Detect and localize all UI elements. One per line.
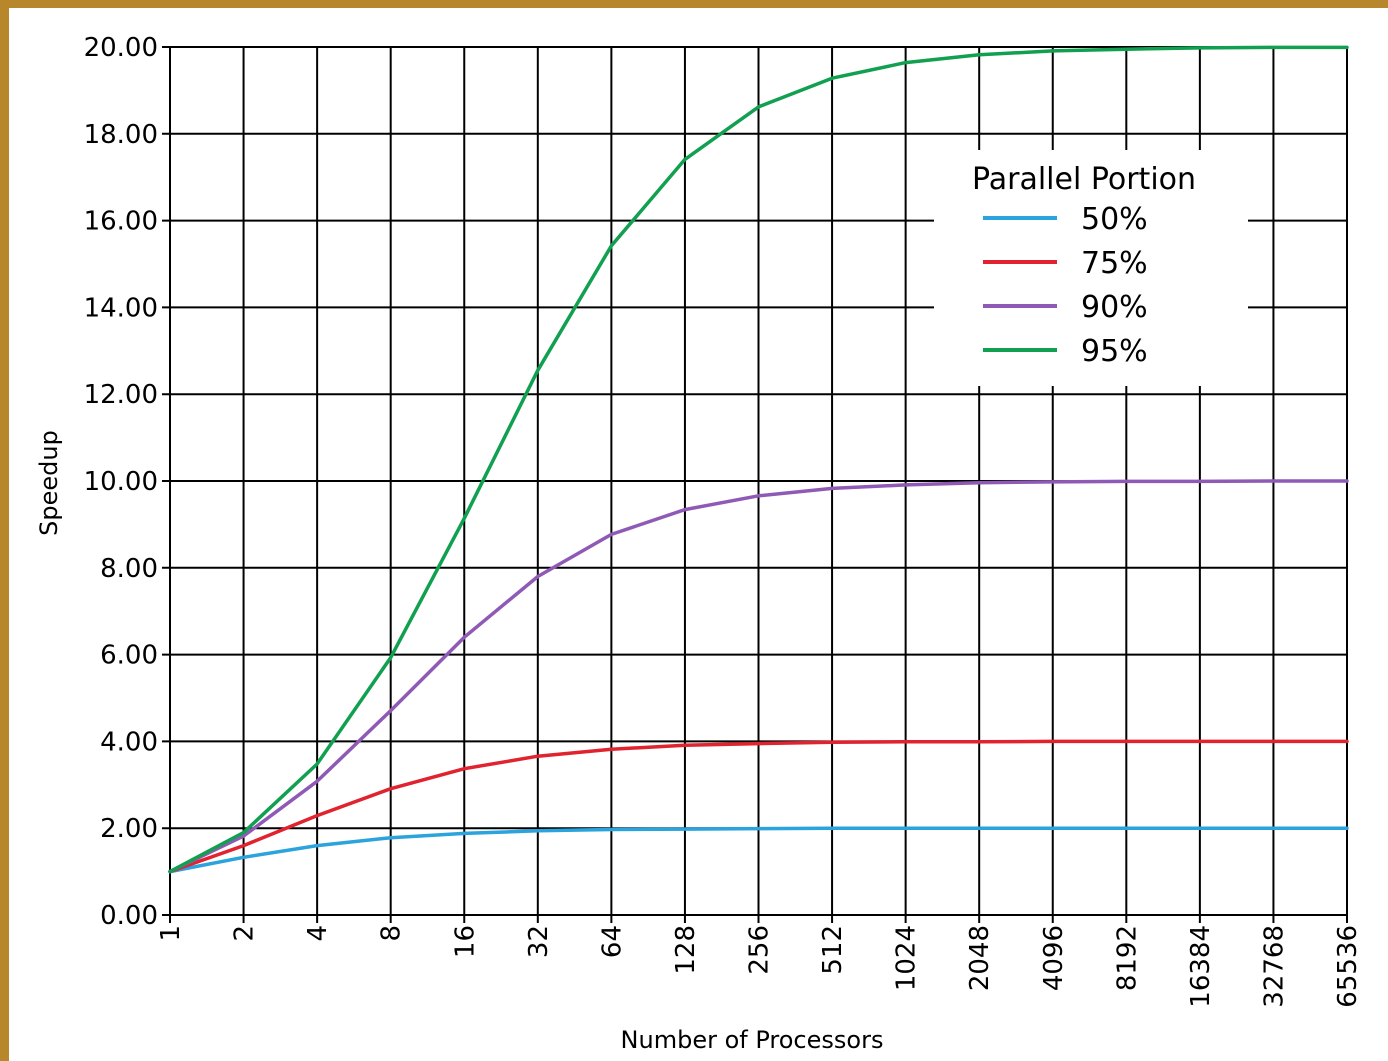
x-tick-label: 8	[377, 925, 407, 942]
legend-label-50pct: 50%	[1081, 202, 1148, 237]
x-tick-label: 256	[745, 925, 775, 975]
y-tick-label: 4.00	[100, 727, 158, 757]
legend-label-75pct: 75%	[1081, 246, 1148, 281]
x-tick-label: 32768	[1259, 925, 1289, 1008]
legend: Parallel Portion 50% 75% 90% 95%	[934, 150, 1248, 386]
y-tick-label: 14.00	[84, 293, 158, 323]
series-line-90pct	[168, 479, 1349, 874]
x-tick-label: 4096	[1039, 925, 1069, 991]
x-tick-label: 1	[156, 925, 186, 942]
series-line-50pct	[168, 826, 1349, 874]
legend-title: Parallel Portion	[972, 162, 1196, 197]
legend-background	[934, 150, 1248, 386]
x-tick-label: 65536	[1333, 925, 1363, 1008]
series-lines	[168, 45, 1349, 874]
legend-label-90pct: 90%	[1081, 290, 1148, 325]
x-tick-label: 2048	[965, 925, 995, 991]
x-tick-label: 1024	[892, 925, 922, 991]
x-tick-label: 8192	[1112, 925, 1142, 991]
x-tick-label: 64	[597, 925, 627, 958]
y-tick-label: 6.00	[100, 641, 158, 671]
x-tick-label: 512	[818, 925, 848, 975]
x-axis-label: Number of Processors	[621, 1026, 884, 1054]
y-tick-label: 20.00	[84, 33, 158, 63]
series-line-75pct	[168, 739, 1349, 874]
y-tick-label: 0.00	[100, 901, 158, 931]
x-tick-label: 4	[303, 925, 333, 942]
x-tick-label: 2	[230, 925, 260, 942]
x-tick-label: 16	[450, 925, 480, 958]
y-tick-label: 16.00	[84, 207, 158, 237]
y-tick-labels: 0.00 2.00 4.00 6.00 8.00 10.00 12.00 14.00 16.00…	[84, 33, 158, 931]
y-tick-label: 12.00	[84, 380, 158, 410]
y-tick-label: 10.00	[84, 467, 158, 497]
legend-label-95pct: 95%	[1081, 334, 1148, 369]
y-tick-label: 18.00	[84, 120, 158, 150]
x-tick-labels: 1 2 4 8 16 32 64 128 256 512 1024 2048 4096 8192 16384…	[156, 925, 1363, 1008]
x-tick-label: 32	[524, 925, 554, 958]
series-line-95pct	[168, 45, 1349, 874]
y-axis-label: Speedup	[35, 430, 63, 536]
y-tick-label: 8.00	[100, 554, 158, 584]
y-tick-label: 2.00	[100, 814, 158, 844]
x-tick-label: 128	[671, 925, 701, 975]
legend-items: 50% 75% 90% 95%	[983, 202, 1148, 369]
x-tick-label: 16384	[1186, 925, 1216, 1008]
